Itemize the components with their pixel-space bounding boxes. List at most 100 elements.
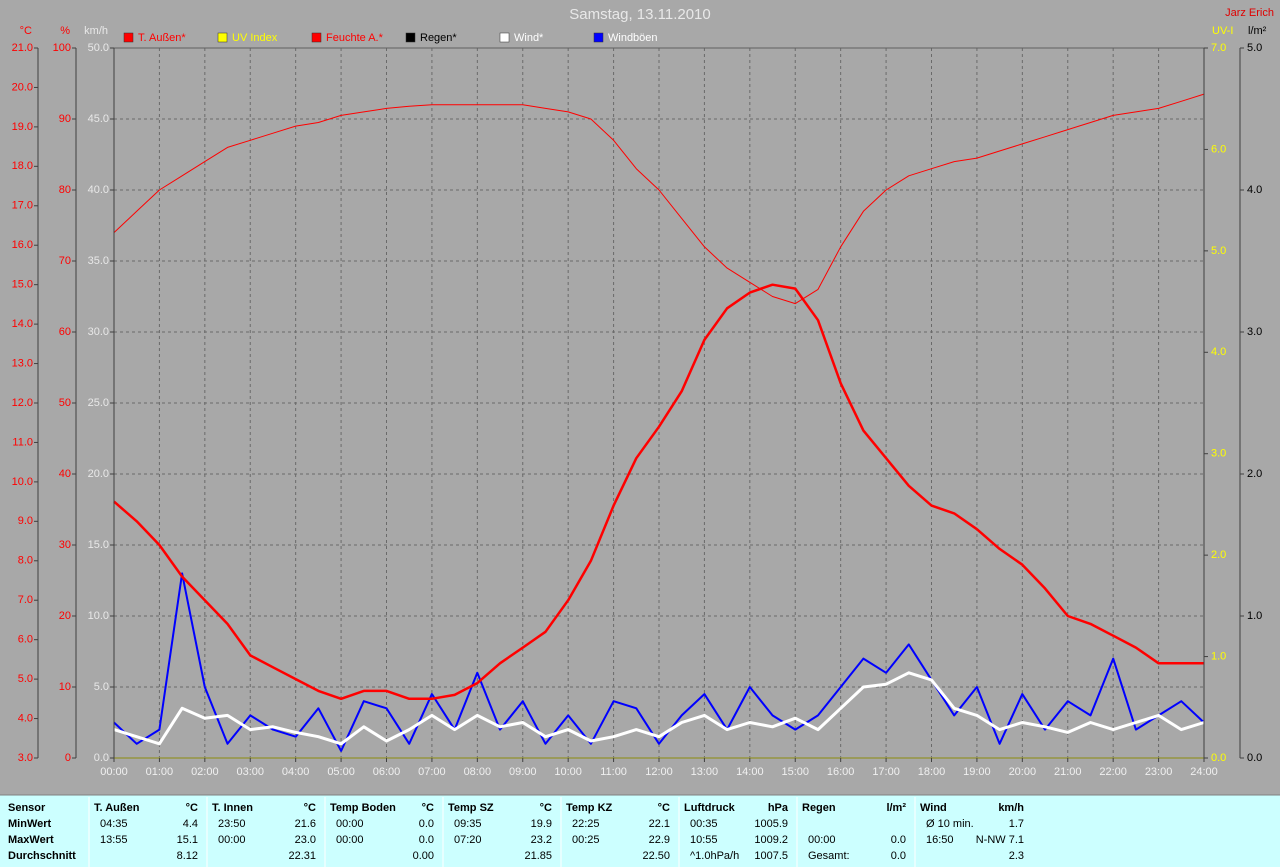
cell-value: 23.0 <box>295 834 316 846</box>
y-tick-label: 8.0 <box>18 555 33 567</box>
legend-swatch <box>311 32 322 43</box>
y-tick-label: 30.0 <box>88 326 109 338</box>
y-tick-label: 20.0 <box>12 81 33 93</box>
column-header: Temp SZ <box>448 802 494 814</box>
legend-label: Windböen <box>608 32 658 44</box>
x-tick-label: 04:00 <box>282 766 310 778</box>
y-tick-label: 9.0 <box>18 515 33 527</box>
y-tick-label: 0.0 <box>94 752 109 764</box>
y-tick-label: 40.0 <box>88 184 109 196</box>
cell-time: Gesamt: <box>808 850 850 862</box>
y-axis-title: l/m² <box>1248 25 1267 37</box>
cell-time: 00:00 <box>218 834 246 846</box>
y-tick-label: 45.0 <box>88 113 109 125</box>
y-tick-label: 5.0 <box>1247 42 1262 54</box>
x-tick-label: 08:00 <box>464 766 492 778</box>
y-tick-label: 15.0 <box>12 279 33 291</box>
row-label: MaxWert <box>8 834 54 846</box>
x-tick-label: 20:00 <box>1009 766 1037 778</box>
x-tick-label: 19:00 <box>963 766 991 778</box>
column-header: Temp KZ <box>566 802 613 814</box>
y-tick-label: 6.0 <box>18 634 33 646</box>
cell-value: 19.9 <box>531 818 552 830</box>
x-tick-label: 09:00 <box>509 766 537 778</box>
y-tick-label: 100 <box>53 42 71 54</box>
y-tick-label: 4.0 <box>18 712 33 724</box>
y-axis-title: °C <box>20 25 32 37</box>
cell-value: 0.0 <box>891 850 906 862</box>
y-tick-label: 30 <box>59 539 71 551</box>
y-tick-label: 90 <box>59 113 71 125</box>
y-tick-label: 10.0 <box>88 610 109 622</box>
x-tick-label: 13:00 <box>691 766 719 778</box>
cell-value: 22.9 <box>649 834 670 846</box>
y-tick-label: 1.0 <box>1211 650 1226 662</box>
y-tick-label: 50.0 <box>88 42 109 54</box>
x-tick-label: 24:00 <box>1190 766 1218 778</box>
series-line <box>113 671 1205 746</box>
x-tick-label: 15:00 <box>781 766 809 778</box>
y-tick-label: 17.0 <box>12 200 33 212</box>
y-tick-label: 0.0 <box>1211 752 1226 764</box>
x-tick-label: 00:00 <box>100 766 128 778</box>
cell-time: 23:50 <box>218 818 246 830</box>
cell-value: 8.12 <box>177 850 198 862</box>
x-tick-label: 02:00 <box>191 766 219 778</box>
cell-time: 13:55 <box>100 834 128 846</box>
legend-swatch <box>217 32 228 43</box>
cell-time: ^1.0hPa/h <box>690 850 739 862</box>
x-tick-label: 10:00 <box>554 766 582 778</box>
column-unit: km/h <box>998 802 1024 814</box>
cell-value: 1009.2 <box>754 834 788 846</box>
row-label: Durchschnitt <box>8 850 76 862</box>
y-axis-title: % <box>60 25 70 37</box>
y-tick-label: 20 <box>59 610 71 622</box>
x-tick-label: 03:00 <box>236 766 264 778</box>
cell-time: 04:35 <box>100 818 128 830</box>
x-tick-label: 07:00 <box>418 766 446 778</box>
y-tick-label: 4.0 <box>1247 184 1262 196</box>
y-tick-label: 5.0 <box>1211 245 1226 257</box>
y-tick-label: 3.0 <box>1211 448 1226 460</box>
legend-label: UV Index <box>232 32 278 44</box>
y-tick-label: 20.0 <box>88 468 109 480</box>
y-tick-label: 15.0 <box>88 539 109 551</box>
column-header: Wind <box>920 802 947 814</box>
legend-label: T. Außen* <box>138 32 186 44</box>
cell-value: 1005.9 <box>754 818 788 830</box>
cell-time: 00:00 <box>808 834 836 846</box>
x-tick-label: 05:00 <box>327 766 355 778</box>
y-tick-label: 5.0 <box>94 681 109 693</box>
y-tick-label: 7.0 <box>18 594 33 606</box>
grid <box>113 48 1205 758</box>
cell-value: 0.00 <box>413 850 434 862</box>
column-unit: l/m² <box>886 802 906 814</box>
cell-value: 0.0 <box>419 818 434 830</box>
y-tick-label: 40 <box>59 468 71 480</box>
cell-value: 1.7 <box>1009 818 1024 830</box>
cell-value: 2.3 <box>1009 850 1024 862</box>
cell-value: 21.85 <box>524 850 552 862</box>
column-unit: hPa <box>768 802 789 814</box>
column-unit: °C <box>422 802 434 814</box>
column-header: Regen <box>802 802 836 814</box>
cell-value: 1007.5 <box>754 850 788 862</box>
x-tick-label: 17:00 <box>872 766 900 778</box>
cell-value: 22.31 <box>288 850 316 862</box>
cell-time: 09:35 <box>454 818 482 830</box>
y-tick-label: 50 <box>59 397 71 409</box>
y-tick-label: 12.0 <box>12 397 33 409</box>
cell-time: 16:50 <box>926 834 954 846</box>
y-tick-label: 80 <box>59 184 71 196</box>
y-tick-label: 16.0 <box>12 239 33 251</box>
column-unit: °C <box>186 802 198 814</box>
chart-title: Samstag, 13.11.2010 <box>569 6 711 23</box>
legend-label: Feuchte A.* <box>326 32 384 44</box>
row-label: Sensor <box>8 802 46 814</box>
y-tick-label: 18.0 <box>12 160 33 172</box>
cell-value: 22.1 <box>649 818 670 830</box>
cell-time: 00:00 <box>336 834 364 846</box>
y-tick-label: 10 <box>59 681 71 693</box>
cell-value: 4.4 <box>183 818 198 830</box>
y-tick-label: 25.0 <box>88 397 109 409</box>
